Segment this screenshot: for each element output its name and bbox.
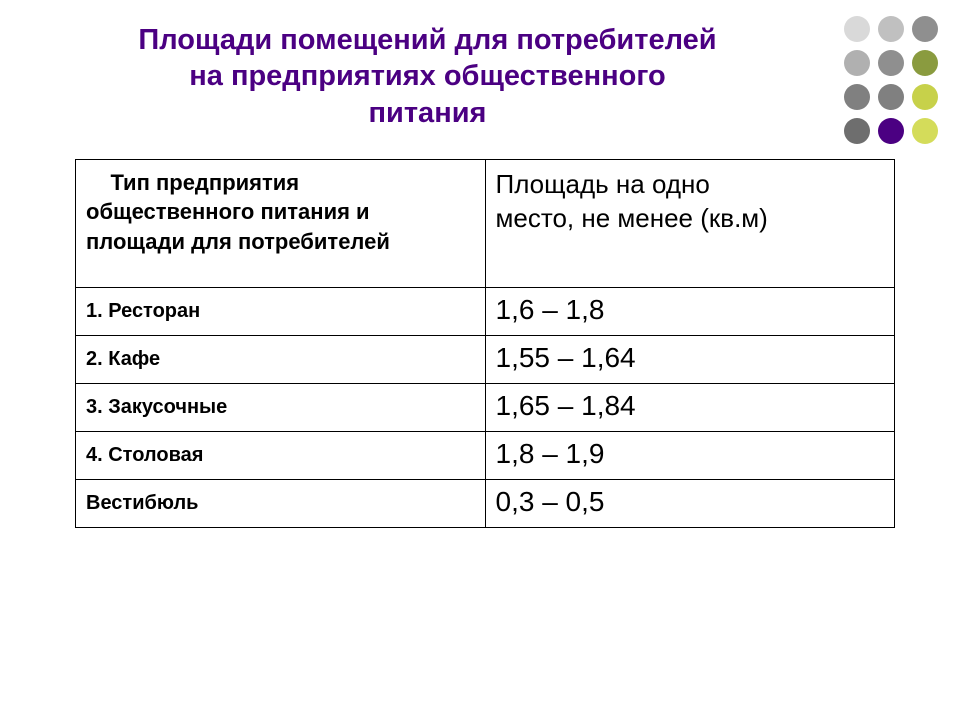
dot-icon [912, 118, 938, 144]
dot-icon [878, 118, 904, 144]
table-row: 4. Столовая 1,8 – 1,9 [76, 431, 895, 479]
dot-icon [912, 16, 938, 42]
title-line: питания [75, 95, 780, 131]
row-label: 2. Кафе [76, 335, 486, 383]
dot-icon [844, 84, 870, 110]
area-table: Тип предприятия общественного питания и … [75, 159, 895, 528]
slide: Площади помещений для потребителей на пр… [0, 0, 960, 720]
header-text: площади для потребителей [86, 229, 390, 254]
row-label: Вестибюль [76, 479, 486, 527]
row-label: 1. Ресторан [76, 287, 486, 335]
row-value: 1,55 – 1,64 [485, 335, 895, 383]
title-line: Площади помещений для потребителей [75, 22, 780, 58]
dot-icon [844, 118, 870, 144]
dot-icon [844, 16, 870, 42]
row-label: 4. Столовая [76, 431, 486, 479]
dot-icon [844, 50, 870, 76]
row-value: 1,8 – 1,9 [485, 431, 895, 479]
row-value: 1,6 – 1,8 [485, 287, 895, 335]
header-text: Тип предприятия [86, 170, 299, 195]
table-row: 2. Кафе 1,55 – 1,64 [76, 335, 895, 383]
header-text: Площадь на одно [496, 169, 710, 199]
header-cell-area: Площадь на одно место, не менее (кв.м) [485, 159, 895, 287]
table-row: 1. Ресторан 1,6 – 1,8 [76, 287, 895, 335]
header-text: место, не менее (кв.м) [496, 203, 768, 233]
dot-icon [878, 50, 904, 76]
dot-icon [912, 50, 938, 76]
header-cell-type: Тип предприятия общественного питания и … [76, 159, 486, 287]
table-row: 3. Закусочные 1,65 – 1,84 [76, 383, 895, 431]
table-header-row: Тип предприятия общественного питания и … [76, 159, 895, 287]
dot-icon [878, 16, 904, 42]
dot-icon [878, 84, 904, 110]
title-line: на предприятиях общественного [75, 58, 780, 94]
row-value: 0,3 – 0,5 [485, 479, 895, 527]
decorative-dot-grid [844, 16, 938, 144]
header-text: общественного питания и [86, 199, 370, 224]
slide-title: Площади помещений для потребителей на пр… [75, 22, 900, 131]
dot-icon [912, 84, 938, 110]
row-value: 1,65 – 1,84 [485, 383, 895, 431]
table-row: Вестибюль 0,3 – 0,5 [76, 479, 895, 527]
row-label: 3. Закусочные [76, 383, 486, 431]
